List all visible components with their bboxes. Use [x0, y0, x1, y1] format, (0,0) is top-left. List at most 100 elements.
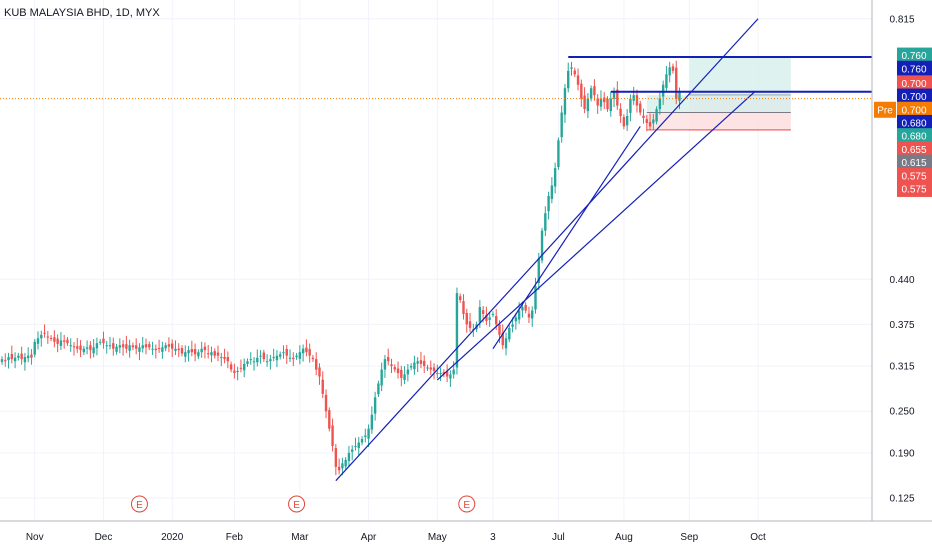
candle-body[interactable] — [141, 345, 144, 349]
candle-body[interactable] — [625, 116, 629, 126]
candle-body[interactable] — [174, 348, 177, 351]
candle-body[interactable] — [436, 373, 439, 375]
candle-body[interactable] — [521, 307, 524, 311]
candle-body[interactable] — [259, 355, 262, 357]
candle-body[interactable] — [678, 91, 681, 101]
candle-body[interactable] — [223, 357, 226, 360]
candle-body[interactable] — [115, 346, 118, 352]
candle-body[interactable] — [82, 348, 86, 353]
trendline[interactable] — [492, 126, 641, 350]
candle-body[interactable] — [40, 334, 43, 339]
candle-body[interactable] — [213, 351, 216, 356]
candle-body[interactable] — [432, 367, 436, 371]
candle-body[interactable] — [301, 348, 305, 354]
candle-body[interactable] — [26, 355, 30, 359]
candle-body[interactable] — [462, 301, 465, 314]
candle-body[interactable] — [144, 344, 148, 348]
candle-body[interactable] — [563, 88, 567, 115]
candle-body[interactable] — [298, 352, 302, 359]
candle-body[interactable] — [337, 466, 341, 471]
trendline[interactable] — [335, 18, 759, 482]
target-zone[interactable] — [689, 56, 791, 96]
candle-body[interactable] — [537, 258, 540, 284]
trendlines[interactable] — [335, 18, 872, 482]
candle-body[interactable] — [553, 168, 557, 187]
candle-body[interactable] — [243, 364, 246, 371]
candle-body[interactable] — [311, 357, 315, 360]
candle-body[interactable] — [239, 367, 243, 369]
candle-body[interactable] — [429, 367, 432, 370]
candle-body[interactable] — [203, 346, 207, 351]
candle-body[interactable] — [573, 70, 576, 75]
candle-body[interactable] — [364, 435, 367, 437]
candle-body[interactable] — [187, 350, 190, 354]
candle-body[interactable] — [527, 313, 531, 318]
candle-body[interactable] — [478, 307, 482, 323]
candle-body[interactable] — [7, 357, 10, 361]
candle-body[interactable] — [13, 357, 17, 362]
candle-body[interactable] — [148, 344, 151, 348]
earnings-marker[interactable] — [288, 495, 306, 513]
candle-body[interactable] — [62, 340, 66, 342]
candle-body[interactable] — [661, 84, 665, 97]
candle-body[interactable] — [485, 315, 488, 321]
candle-body[interactable] — [112, 343, 115, 349]
candle-body[interactable] — [400, 369, 403, 378]
candle-body[interactable] — [387, 357, 390, 362]
candle-body[interactable] — [295, 355, 298, 358]
candle-body[interactable] — [249, 359, 252, 361]
candle-body[interactable] — [170, 343, 174, 349]
candle-body[interactable] — [616, 89, 619, 106]
candle-body[interactable] — [501, 332, 504, 346]
candle-body[interactable] — [131, 345, 135, 348]
candle-body[interactable] — [72, 346, 76, 348]
candle-body[interactable] — [508, 327, 511, 340]
candle-body[interactable] — [36, 338, 40, 344]
candle-body[interactable] — [351, 449, 354, 452]
candle-body[interactable] — [134, 345, 138, 349]
candle-body[interactable] — [128, 345, 131, 351]
candle-body[interactable] — [305, 347, 308, 353]
candle-body[interactable] — [642, 115, 645, 119]
candle-body[interactable] — [108, 345, 112, 347]
candle-body[interactable] — [220, 357, 223, 359]
candle-body[interactable] — [92, 347, 95, 354]
candle-body[interactable] — [599, 98, 603, 107]
candle-body[interactable] — [56, 338, 59, 344]
candle-body[interactable] — [452, 369, 455, 375]
candle-body[interactable] — [288, 357, 292, 359]
candle-body[interactable] — [589, 88, 593, 99]
candle-body[interactable] — [455, 293, 459, 368]
candle-body[interactable] — [550, 185, 554, 200]
candle-body[interactable] — [315, 359, 318, 370]
candle-body[interactable] — [619, 108, 622, 117]
candle-body[interactable] — [465, 312, 468, 325]
candle-body[interactable] — [161, 347, 164, 352]
candle-body[interactable] — [23, 357, 27, 363]
candle-body[interactable] — [275, 355, 279, 361]
candle-body[interactable] — [423, 360, 426, 367]
candle-body[interactable] — [544, 213, 547, 231]
candle-body[interactable] — [118, 345, 122, 348]
candle-body[interactable] — [347, 452, 351, 461]
candle-body[interactable] — [639, 103, 642, 113]
trendline[interactable] — [436, 91, 756, 381]
candle-body[interactable] — [344, 459, 347, 467]
candle-body[interactable] — [357, 442, 360, 449]
target-zone[interactable] — [646, 95, 791, 113]
candle-body[interactable] — [445, 371, 449, 377]
candle-body[interactable] — [33, 341, 36, 355]
candle-body[interactable] — [406, 369, 410, 375]
candle-body[interactable] — [468, 321, 472, 328]
candle-body[interactable] — [246, 361, 249, 365]
candle-body[interactable] — [154, 348, 158, 351]
candle-body[interactable] — [151, 348, 154, 350]
stop-zone[interactable] — [646, 112, 791, 130]
candle-body[interactable] — [121, 344, 125, 348]
candle-body[interactable] — [593, 86, 596, 96]
candle-body[interactable] — [370, 414, 374, 430]
candle-body[interactable] — [226, 357, 230, 362]
candles[interactable] — [0, 60, 681, 476]
candle-body[interactable] — [583, 95, 586, 110]
